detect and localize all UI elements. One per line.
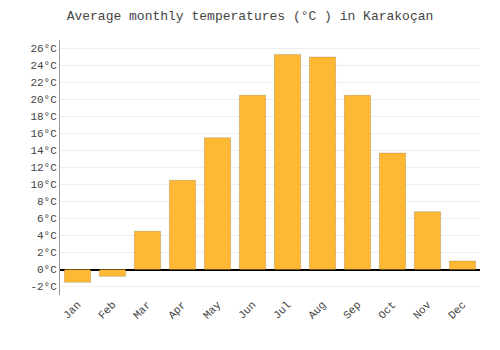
- svg-text:8°C: 8°C: [37, 196, 57, 208]
- svg-text:Sep: Sep: [341, 299, 363, 321]
- svg-text:Aug: Aug: [306, 299, 328, 321]
- svg-text:Feb: Feb: [96, 299, 118, 321]
- svg-text:22°C: 22°C: [30, 77, 57, 89]
- svg-text:10°C: 10°C: [30, 179, 57, 191]
- svg-text:0°C: 0°C: [37, 264, 57, 276]
- svg-text:12°C: 12°C: [30, 162, 57, 174]
- svg-text:18°C: 18°C: [30, 111, 57, 123]
- svg-text:May: May: [201, 299, 224, 322]
- svg-text:14°C: 14°C: [30, 145, 57, 157]
- svg-text:4°C: 4°C: [37, 230, 57, 242]
- svg-text:Jun: Jun: [236, 299, 258, 321]
- svg-text:6°C: 6°C: [37, 213, 57, 225]
- svg-text:20°C: 20°C: [30, 94, 57, 106]
- svg-text:Oct: Oct: [376, 299, 398, 321]
- svg-text:2°C: 2°C: [37, 247, 57, 259]
- svg-text:Apr: Apr: [166, 299, 188, 321]
- svg-text:Mar: Mar: [131, 299, 153, 321]
- svg-text:Jan: Jan: [61, 299, 83, 321]
- svg-text:Dec: Dec: [446, 299, 468, 321]
- svg-text:Average monthly temperatures (: Average monthly temperatures (°C ) in Ka…: [67, 9, 434, 24]
- svg-text:24°C: 24°C: [30, 60, 57, 72]
- svg-text:-2°C: -2°C: [30, 281, 57, 293]
- svg-text:Jul: Jul: [271, 299, 293, 321]
- svg-text:Nov: Nov: [411, 299, 434, 322]
- svg-text:16°C: 16°C: [30, 128, 57, 140]
- svg-text:26°C: 26°C: [30, 43, 57, 55]
